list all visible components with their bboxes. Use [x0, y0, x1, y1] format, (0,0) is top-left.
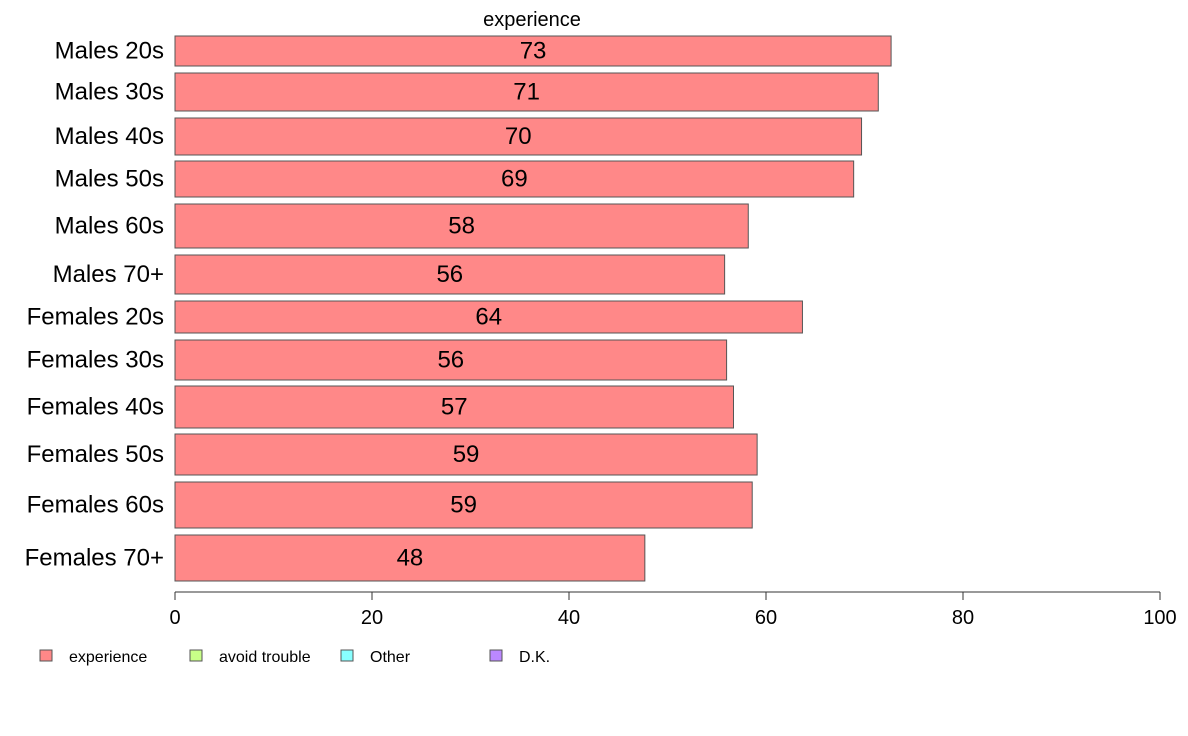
legend-label: Other	[370, 649, 411, 666]
bar	[174, 117, 863, 156]
bar	[174, 72, 879, 112]
category-label: Males 30s	[55, 79, 164, 106]
bar	[174, 339, 728, 381]
bar	[174, 385, 734, 429]
legend: experience avoid trouble Other D.K.	[39, 649, 550, 666]
category-label: Males 20s	[55, 38, 164, 65]
bar	[174, 35, 892, 67]
category-label: Females 50s	[27, 441, 164, 468]
bar	[174, 433, 758, 476]
category-label: Females 60s	[27, 492, 164, 519]
bars-group: Males 20s 73 Males 30s 71 Males 40s 70 Males 5…	[25, 35, 892, 582]
category-label: Males 50s	[55, 166, 164, 193]
x-tick-label: 20	[361, 607, 383, 629]
category-label: Females 40s	[27, 394, 164, 421]
bar	[174, 203, 749, 249]
bar-value-label: 64	[475, 304, 502, 331]
x-tick-label: 40	[558, 607, 580, 629]
bar	[174, 534, 646, 582]
bar-value-label: 73	[520, 38, 547, 65]
legend-swatch	[340, 649, 354, 662]
bar-value-label: 56	[437, 347, 464, 374]
panel-title: experience	[483, 9, 581, 31]
bar-value-label: 71	[513, 79, 540, 106]
category-label: Females 70+	[25, 545, 164, 572]
legend-label: experience	[69, 649, 147, 666]
bar-value-label: 56	[436, 261, 463, 288]
category-label: Males 40s	[55, 123, 164, 150]
bar-value-label: 59	[450, 492, 477, 519]
bar-value-label: 57	[441, 394, 468, 421]
category-label: Males 60s	[55, 213, 164, 240]
legend-label: avoid trouble	[219, 649, 311, 666]
x-tick-label: 100	[1143, 607, 1176, 629]
legend-label: D.K.	[519, 649, 550, 666]
x-tick-label: 80	[952, 607, 974, 629]
bar-value-label: 58	[448, 213, 475, 240]
bar-value-label: 59	[453, 441, 480, 468]
bar-value-label: 70	[505, 123, 532, 150]
bar-value-label: 69	[501, 166, 528, 193]
x-tick-label: 60	[755, 607, 777, 629]
legend-swatch	[39, 649, 53, 662]
legend-swatch	[189, 649, 203, 662]
category-label: Males 70+	[53, 261, 164, 288]
bar-value-label: 48	[397, 545, 424, 572]
category-label: Females 20s	[27, 304, 164, 331]
bar	[174, 160, 855, 198]
x-axis: 0 20 40 60 80 100	[169, 591, 1177, 629]
bar	[174, 254, 726, 295]
legend-swatch	[489, 649, 503, 662]
bar	[174, 481, 753, 529]
x-tick-label: 0	[169, 607, 180, 629]
bar	[174, 300, 803, 334]
category-label: Females 30s	[27, 347, 164, 374]
